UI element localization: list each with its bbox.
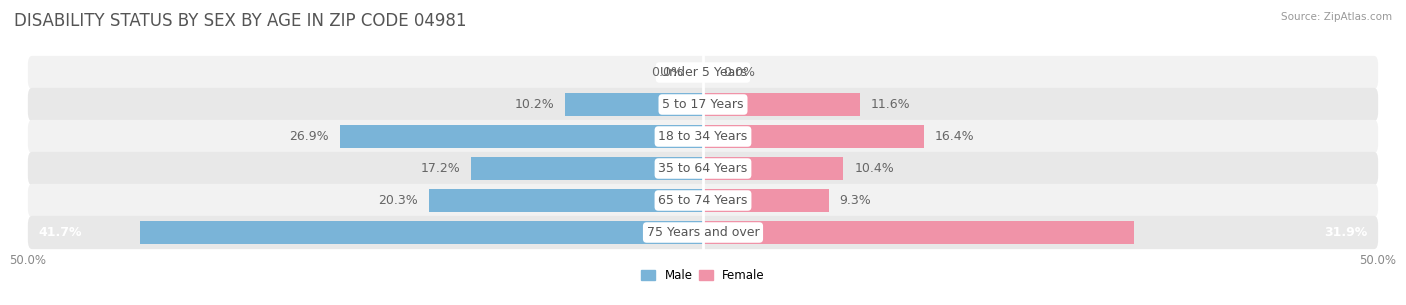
Text: 0.0%: 0.0% bbox=[723, 66, 755, 79]
Text: 9.3%: 9.3% bbox=[839, 194, 872, 207]
Bar bbox=[141, 221, 703, 244]
Text: Under 5 Years: Under 5 Years bbox=[659, 66, 747, 79]
Text: DISABILITY STATUS BY SEX BY AGE IN ZIP CODE 04981: DISABILITY STATUS BY SEX BY AGE IN ZIP C… bbox=[14, 12, 467, 30]
Bar bbox=[703, 93, 859, 116]
FancyBboxPatch shape bbox=[28, 152, 1378, 185]
Bar bbox=[340, 125, 703, 148]
Text: 5 to 17 Years: 5 to 17 Years bbox=[662, 98, 744, 111]
Bar bbox=[703, 157, 844, 180]
Text: 65 to 74 Years: 65 to 74 Years bbox=[658, 194, 748, 207]
Text: 41.7%: 41.7% bbox=[39, 226, 83, 239]
Text: Source: ZipAtlas.com: Source: ZipAtlas.com bbox=[1281, 12, 1392, 22]
Bar bbox=[471, 157, 703, 180]
Text: 16.4%: 16.4% bbox=[935, 130, 974, 143]
Bar bbox=[703, 221, 1133, 244]
Text: 31.9%: 31.9% bbox=[1324, 226, 1367, 239]
FancyBboxPatch shape bbox=[28, 120, 1378, 153]
Text: 17.2%: 17.2% bbox=[420, 162, 460, 175]
Text: 20.3%: 20.3% bbox=[378, 194, 418, 207]
Bar bbox=[565, 93, 703, 116]
Bar bbox=[703, 189, 828, 212]
Text: 11.6%: 11.6% bbox=[870, 98, 910, 111]
Text: 35 to 64 Years: 35 to 64 Years bbox=[658, 162, 748, 175]
Legend: Male, Female: Male, Female bbox=[637, 265, 769, 287]
FancyBboxPatch shape bbox=[28, 88, 1378, 121]
Text: 75 Years and over: 75 Years and over bbox=[647, 226, 759, 239]
Text: 10.4%: 10.4% bbox=[855, 162, 894, 175]
FancyBboxPatch shape bbox=[28, 216, 1378, 249]
Text: 18 to 34 Years: 18 to 34 Years bbox=[658, 130, 748, 143]
Text: 26.9%: 26.9% bbox=[290, 130, 329, 143]
FancyBboxPatch shape bbox=[28, 56, 1378, 89]
Text: 10.2%: 10.2% bbox=[515, 98, 554, 111]
FancyBboxPatch shape bbox=[28, 184, 1378, 217]
Text: 0.0%: 0.0% bbox=[651, 66, 683, 79]
Bar bbox=[703, 125, 924, 148]
Bar bbox=[429, 189, 703, 212]
